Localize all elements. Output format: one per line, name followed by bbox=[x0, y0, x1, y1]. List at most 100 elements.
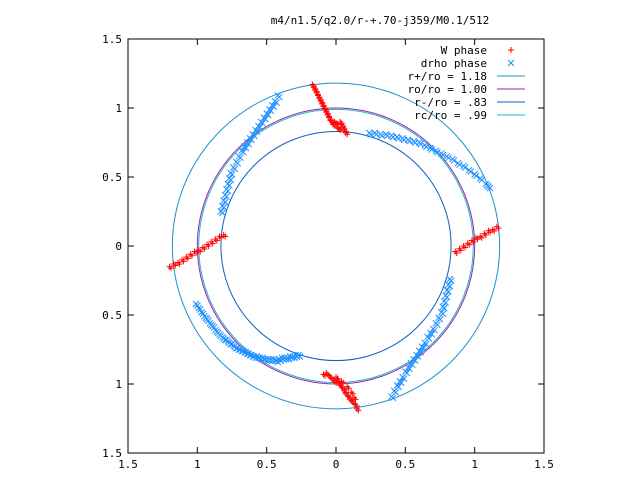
drho-phase-point-dup-95 bbox=[431, 326, 438, 334]
w-phase-point-dup-24 bbox=[344, 131, 351, 138]
x-tick-label-1: 1 bbox=[194, 458, 201, 471]
drho-phase-point-dup-72 bbox=[417, 140, 425, 148]
drho-phase-point-dup-60 bbox=[270, 103, 278, 111]
drho-phase-point-dup-77 bbox=[445, 154, 452, 162]
radius-circles bbox=[171, 82, 501, 410]
w-phase-point-dup-38 bbox=[222, 233, 229, 240]
y-tick-label-3: 0 bbox=[115, 240, 122, 253]
legend-label-3: ro/ro = 1.00 bbox=[408, 83, 487, 96]
drho-phase-point-dup-38 bbox=[219, 209, 226, 217]
drho-phase-point-dup-99 bbox=[420, 344, 427, 352]
w-phase-point-dup-41 bbox=[487, 229, 494, 236]
w-phase-point-dup-46 bbox=[466, 241, 473, 248]
drho-phase-point-dup-47 bbox=[234, 159, 242, 167]
w-phase-point-dup-29 bbox=[184, 255, 191, 262]
w-phase-point-dup-52 bbox=[327, 374, 334, 381]
chart-title: m4/n1.5/q2.0/r-+.70-j359/M0.1/512 bbox=[271, 14, 490, 27]
drho-phase-point-dup-74 bbox=[428, 146, 436, 153]
y-tick-label-6: 1.5 bbox=[102, 33, 122, 46]
w-phase-point-dup-66 bbox=[349, 390, 356, 397]
drho-phase-point-dup-91 bbox=[440, 304, 448, 312]
drho-phase-point-dup-55 bbox=[256, 124, 264, 131]
drho-phase-point-dup-101 bbox=[414, 353, 422, 360]
drho-phase-point-dup-52 bbox=[248, 136, 255, 144]
w-phase-point-dup-59 bbox=[340, 379, 347, 386]
axis-ticks bbox=[127, 38, 545, 454]
drho-phase-point-dup-82 bbox=[472, 172, 480, 180]
drho-phase-point-dup-81 bbox=[467, 168, 474, 175]
w-phase-point-dup-43 bbox=[478, 234, 485, 241]
drho-phase-point-dup-96 bbox=[428, 331, 436, 338]
y-tick-label-4: 0.5 bbox=[102, 171, 122, 184]
w-phase-point-dup-62 bbox=[344, 392, 351, 399]
y-tick-label-5: 1 bbox=[115, 102, 122, 115]
drho-phase-point-dup-104 bbox=[406, 365, 413, 373]
w-phase-point-dup-48 bbox=[457, 247, 464, 254]
w-phase-point-dup-47 bbox=[462, 244, 469, 251]
w-phase-point-dup-51 bbox=[324, 371, 331, 378]
drho-phase-point-dup-37 bbox=[296, 353, 304, 360]
drho-phase-point-dup-76 bbox=[439, 151, 447, 159]
x-tick-label-5: 1 bbox=[471, 458, 478, 471]
legend-label-2: r+/ro = 1.18 bbox=[408, 70, 487, 83]
legend-label-1: drho phase bbox=[421, 57, 487, 70]
drho-phase-point-dup-46 bbox=[231, 165, 239, 173]
drho-phase-point-dup-85 bbox=[486, 184, 494, 192]
w-phase-point-dup-68 bbox=[352, 396, 359, 403]
drho-phase-point-dup-57 bbox=[262, 115, 269, 123]
legend-marker-1 bbox=[507, 59, 515, 67]
legend-label-0: W phase bbox=[441, 44, 487, 57]
w-phase-point-dup-32 bbox=[197, 248, 204, 255]
x-tick-label-6: 1.5 bbox=[534, 458, 554, 471]
x-tick-label-3: 0 bbox=[333, 458, 340, 471]
drho-phase-point-dup-87 bbox=[446, 282, 454, 290]
drho-phase-point-dup-45 bbox=[228, 171, 236, 178]
drho-phase-point-dup-43 bbox=[225, 182, 233, 189]
drho-phase-point-dup-65 bbox=[378, 132, 386, 140]
drho-phase-point-dup-78 bbox=[450, 157, 458, 164]
drho-phase-point-dup-90 bbox=[442, 299, 450, 307]
drho-phase-point-dup-88 bbox=[445, 288, 452, 296]
x-tick-label-4: 0.5 bbox=[395, 458, 415, 471]
w-phase-point-dup-37 bbox=[218, 234, 225, 241]
drho-phase-point-dup-98 bbox=[422, 340, 430, 348]
drho-phase-point-dup-53 bbox=[250, 132, 258, 140]
x-tick-label-2: 0.5 bbox=[257, 458, 277, 471]
x-tick-label-0: 1.5 bbox=[118, 458, 138, 471]
legend-marker-0 bbox=[508, 47, 514, 53]
w-phase-point-dup-27 bbox=[176, 261, 183, 268]
drho-phase-point-dup-40 bbox=[221, 198, 229, 206]
drho-phase-point-dup-59 bbox=[267, 107, 275, 115]
w-phase-point-dup-39 bbox=[495, 225, 502, 232]
y-tick-label-2: 0.5 bbox=[102, 309, 122, 322]
w-phase-point-dup-30 bbox=[188, 252, 195, 259]
drho-phase-point-dup-86 bbox=[447, 277, 455, 284]
w-phase-point-dup-34 bbox=[205, 243, 212, 250]
w-phase-point-dup-26 bbox=[172, 262, 179, 269]
w-phase-point-dup-33 bbox=[201, 245, 208, 252]
drho-phase-point-dup-100 bbox=[417, 349, 425, 356]
drho-phase-point-dup-73 bbox=[422, 143, 430, 151]
drho-phase-point-dup-62 bbox=[275, 93, 283, 101]
y-tick-label-1: 1 bbox=[115, 378, 122, 391]
circle-series-4 bbox=[220, 130, 452, 362]
w-phase-point-dup-35 bbox=[209, 240, 216, 247]
drho-phase-point-dup-61 bbox=[273, 99, 280, 106]
w-phase-point-dup-31 bbox=[193, 250, 200, 257]
legend-label-5: rc/ro = .99 bbox=[414, 109, 487, 122]
drho-phase-point-dup-63 bbox=[367, 130, 375, 138]
drho-phase-point-dup-41 bbox=[223, 193, 230, 200]
drho-phase-point-dup-106 bbox=[400, 375, 408, 382]
drho-phase-point-dup-48 bbox=[237, 154, 244, 162]
drho-phase-point-dup-110 bbox=[389, 394, 397, 402]
drho-phase-point-dup-42 bbox=[224, 187, 232, 195]
drho-phase-point-dup-54 bbox=[253, 128, 261, 135]
drho-phase-point-dup-50 bbox=[242, 144, 250, 152]
phase-points bbox=[166, 81, 502, 414]
w-phase-point-dup-42 bbox=[482, 232, 489, 239]
drho-phase-point-dup-51 bbox=[245, 140, 253, 148]
drho-phase-point-dup-107 bbox=[397, 379, 405, 387]
drho-phase-point-dup-49 bbox=[239, 148, 247, 156]
